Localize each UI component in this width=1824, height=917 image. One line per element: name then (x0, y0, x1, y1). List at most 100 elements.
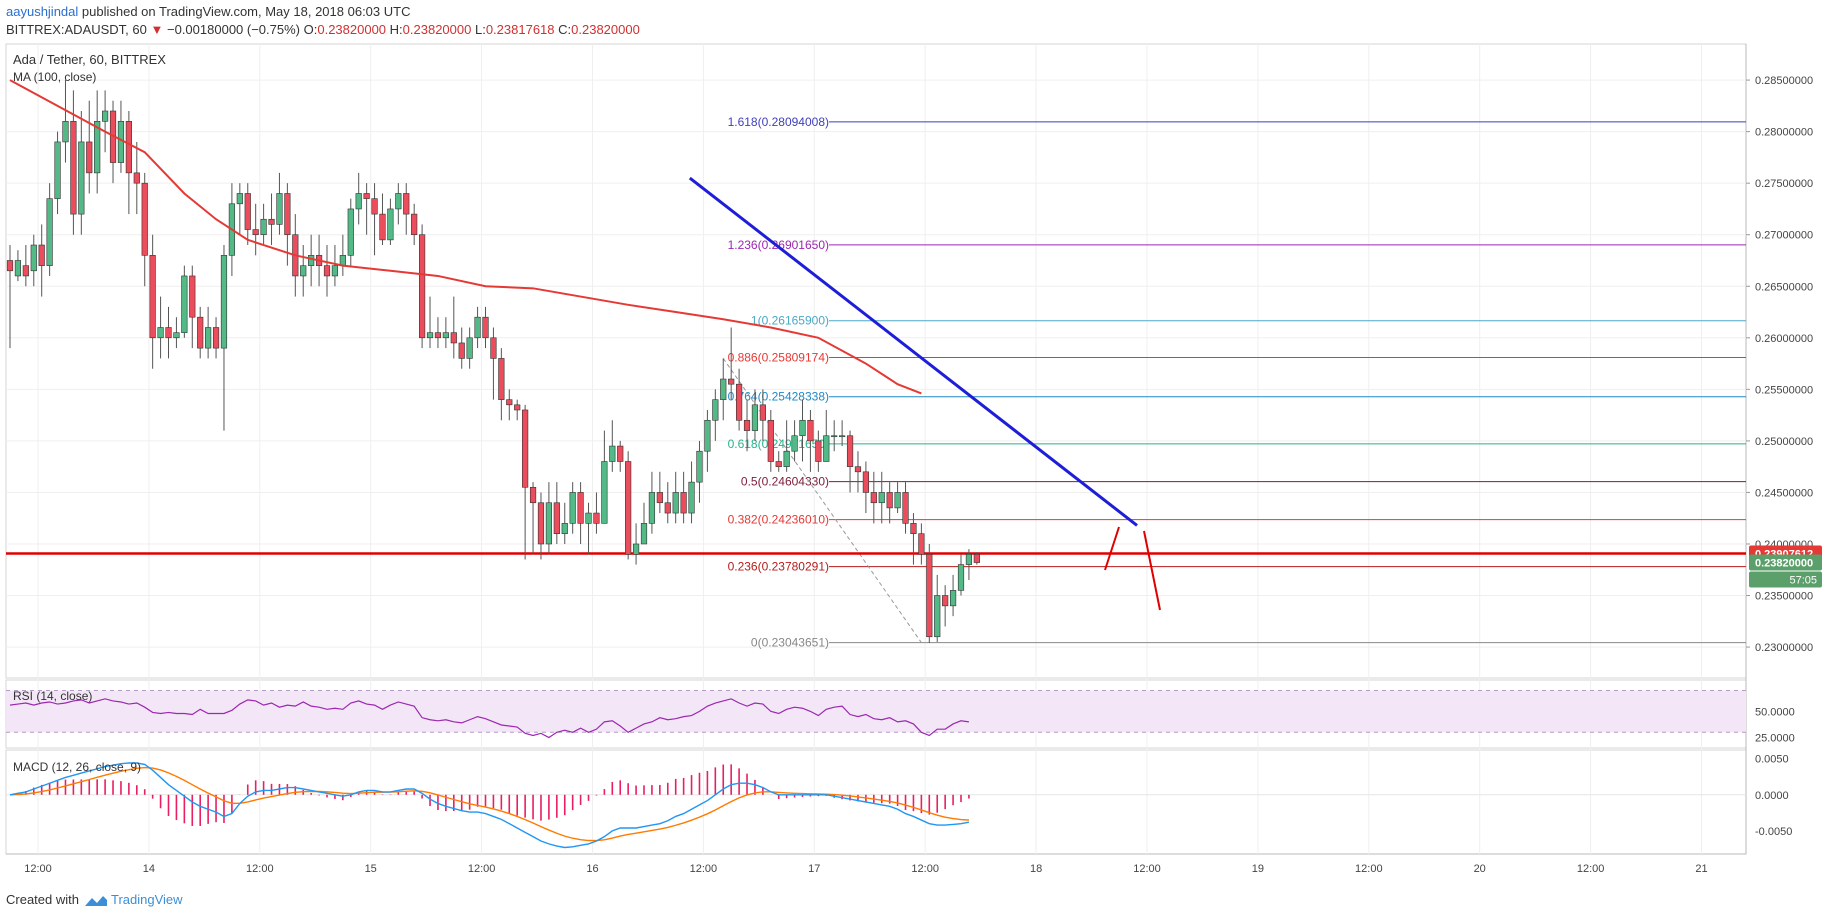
candle (94, 90, 101, 194)
candle-body (70, 121, 77, 215)
open-label: O: (303, 22, 318, 37)
candle (205, 306, 212, 359)
candle (102, 90, 109, 153)
candle (846, 430, 854, 493)
candle-body (839, 435, 846, 438)
candle-body (537, 502, 545, 545)
fib-level-label: 0.618(0.24971650) (728, 437, 829, 451)
candle (529, 482, 537, 555)
candle-body (141, 182, 148, 256)
candle (839, 420, 846, 447)
candle-body (244, 193, 251, 230)
candle-body (474, 316, 481, 339)
price-tick-label: 0.26500000 (1755, 281, 1813, 293)
candle-body (458, 342, 465, 359)
candle-body (308, 255, 315, 266)
candle (450, 296, 457, 359)
price-chart[interactable]: 12:00 14 12:00 15 12:00 16 12:00 17 12:00 18 12:00… (0, 0, 1824, 890)
candle (688, 461, 695, 524)
candle-body (133, 172, 140, 184)
published-text: published on TradingView.com, May 18, 20… (81, 4, 411, 19)
candle-body (62, 121, 69, 143)
candle-body (54, 141, 61, 199)
candle-body (767, 419, 774, 462)
price-tick-label: 0.24500000 (1755, 487, 1813, 499)
price-tick-label: 0.27000000 (1755, 230, 1813, 242)
candle-body (656, 492, 663, 504)
candle (854, 451, 862, 493)
candle (625, 451, 632, 560)
candle-body (704, 419, 711, 452)
candle (949, 574, 957, 617)
candle (62, 80, 69, 163)
candle-body (902, 492, 909, 524)
price-badge-label: 0.23820000 (1755, 558, 1813, 570)
candle (704, 409, 711, 472)
price-tick-label: 0.25000000 (1755, 436, 1813, 448)
macd-title: MACD (12, 26, close, 9) (13, 760, 141, 774)
open-value: 0.23820000 (317, 22, 387, 37)
symbol-label: BITTREX:ADAUSDT, 60 (6, 22, 147, 37)
rsi-tick-label: 25.0000 (1755, 733, 1795, 745)
candle-body (569, 492, 576, 524)
candle-body (6, 260, 14, 272)
candle-body (720, 378, 727, 400)
candle (197, 306, 204, 359)
candle-body (189, 275, 196, 318)
candle (78, 111, 85, 235)
candle-body (775, 461, 782, 467)
candle (743, 399, 751, 452)
countdown-timer-label: 57:05 (1789, 575, 1817, 587)
candle-body (522, 409, 529, 488)
candle-body (973, 553, 980, 563)
candle (189, 265, 196, 349)
candle-body (617, 445, 624, 462)
price-tick-label: 0.26000000 (1755, 333, 1813, 345)
candle-body (934, 595, 941, 638)
candle (323, 245, 331, 297)
candle-body (735, 383, 743, 421)
time-tick-label: 12:00 (690, 863, 718, 875)
candle-body (918, 533, 925, 555)
price-badge (1749, 554, 1822, 571)
candle (712, 389, 719, 441)
candle-body (30, 244, 37, 272)
candle (878, 471, 885, 524)
candle (759, 389, 766, 441)
candle-body (173, 332, 180, 339)
candle (680, 471, 687, 524)
candle-body (260, 218, 267, 236)
candle-body (878, 492, 885, 504)
candle (363, 183, 370, 235)
high-value: 0.23820000 (402, 22, 472, 37)
candle-body (268, 218, 275, 225)
candle (942, 585, 949, 627)
time-tick-label: 19 (1252, 863, 1264, 875)
candle (791, 420, 798, 462)
candle (181, 265, 188, 338)
price-tick-label: 0.28500000 (1755, 75, 1813, 87)
candle (173, 317, 180, 349)
candle-body (942, 595, 949, 607)
time-tick-label: 14 (143, 863, 155, 875)
candle-body (14, 260, 22, 277)
fib-level-label: 0(0.23043651) (751, 636, 829, 650)
fib-level-label: 0.886(0.25809174) (728, 350, 829, 364)
macd-tick-label: 0.0000 (1755, 790, 1789, 802)
candle-body (514, 404, 521, 411)
candle-body (807, 419, 814, 442)
candle-body (411, 213, 418, 236)
candle (965, 549, 973, 581)
fib-level-label: 1(0.26165900) (751, 314, 829, 328)
candle-body (632, 543, 640, 555)
candle (165, 306, 172, 359)
author-link[interactable]: aayushjindal (6, 4, 79, 19)
tradingview-link[interactable]: TradingView (110, 892, 183, 907)
candle (22, 245, 29, 287)
candle (434, 317, 442, 349)
candle (751, 389, 759, 441)
candle (308, 234, 315, 287)
time-tick-label: 12:00 (24, 863, 52, 875)
candle (807, 409, 814, 472)
candle (902, 482, 909, 534)
